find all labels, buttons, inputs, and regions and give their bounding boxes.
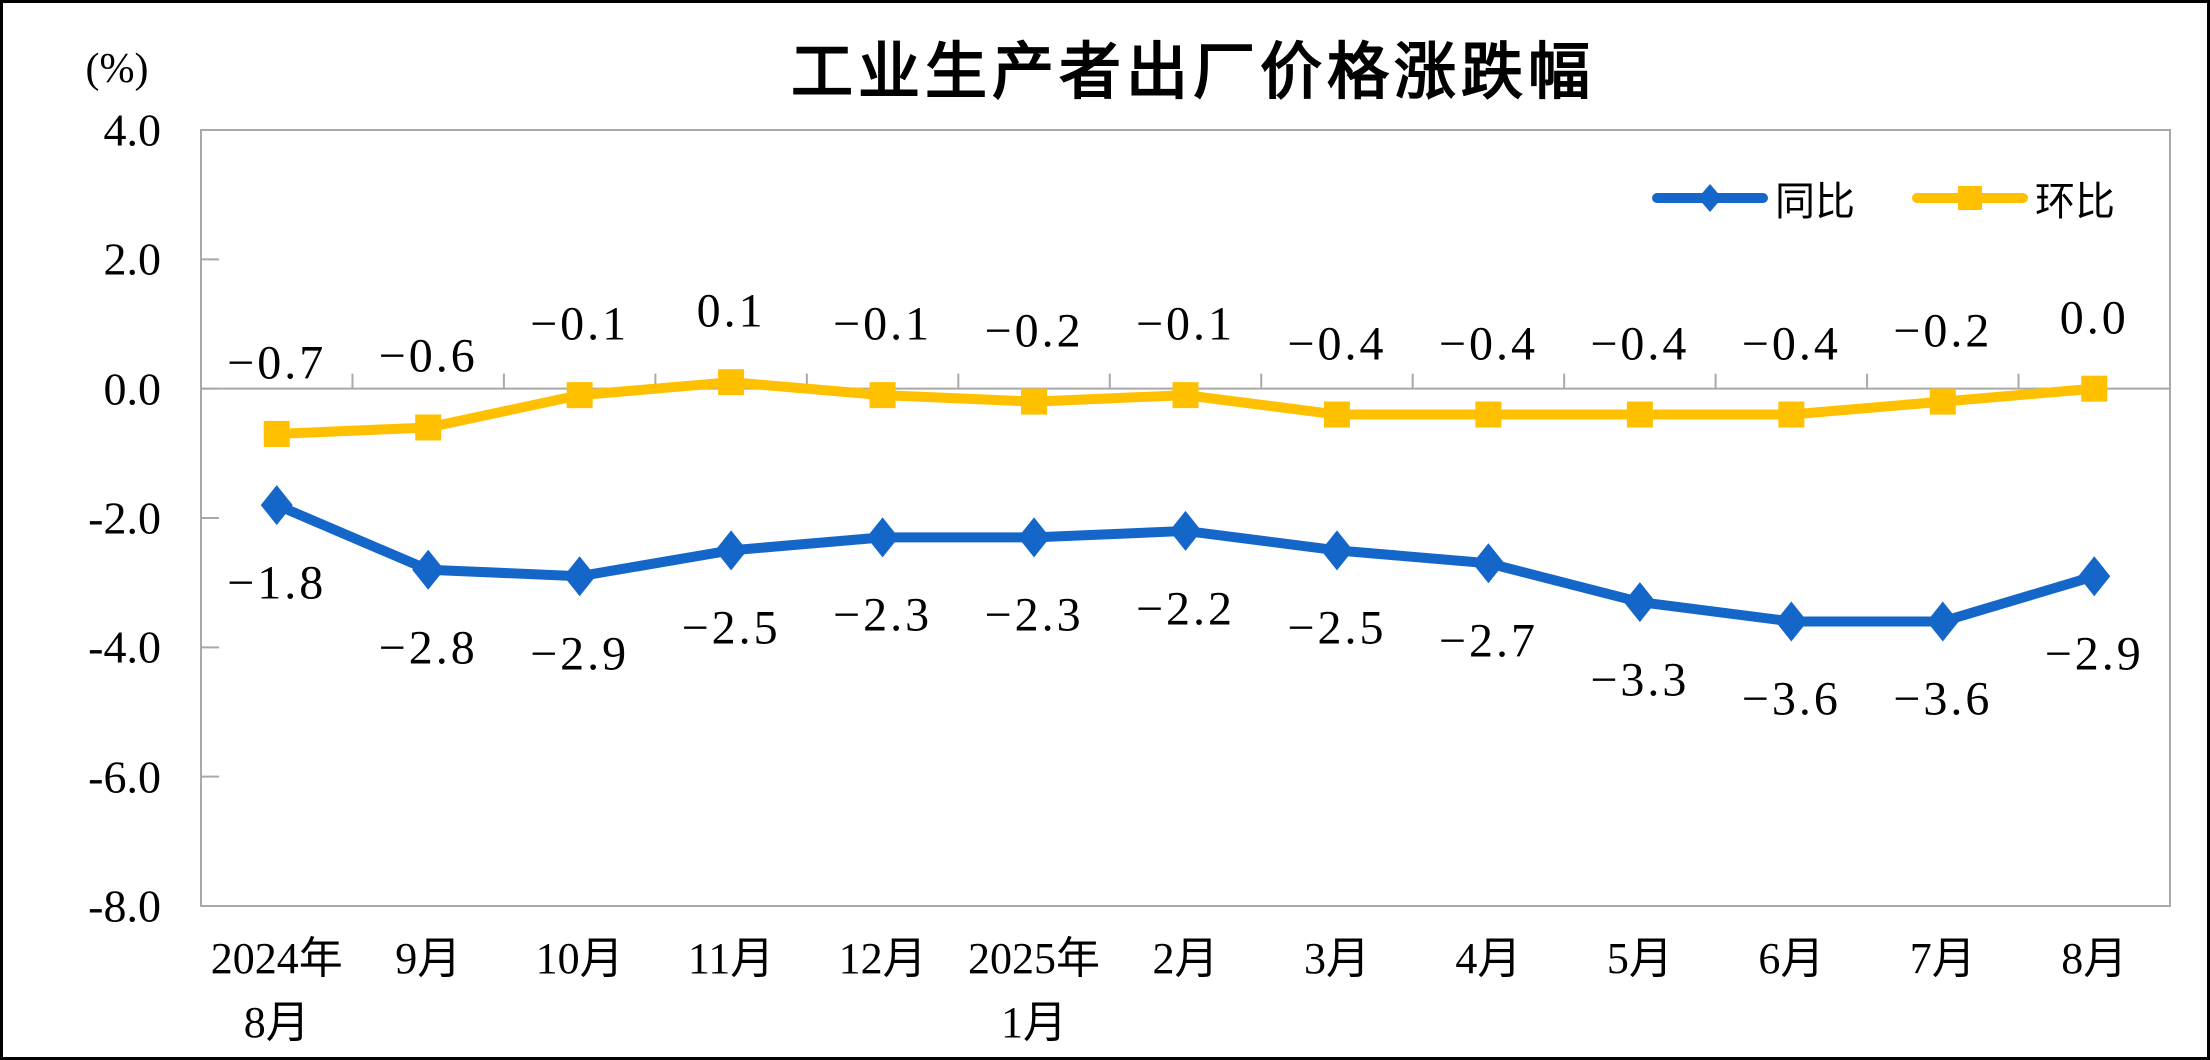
data-label-同比: −2.5 (1287, 601, 1387, 655)
marker-diamond (563, 556, 596, 597)
data-label-环比: −0.1 (530, 297, 630, 351)
x-tick-label: 5月 (1606, 934, 1673, 983)
x-tick-label: 9月 (395, 934, 462, 983)
data-label-同比: −2.3 (833, 588, 933, 642)
legend-label-huanbi: 环比 (2035, 179, 2115, 224)
x-tick-label: 11月 (687, 934, 775, 983)
x-tick-label: 3月 (1303, 934, 1370, 983)
data-label-同比: −2.3 (984, 588, 1084, 642)
marker-diamond (1926, 601, 1959, 642)
x-tick-label: 2024年 (210, 934, 343, 983)
plot-area (200, 129, 2171, 907)
marker-diamond (715, 530, 748, 571)
marker-square (1323, 401, 1350, 428)
marker-diamond (1775, 601, 1808, 642)
data-label-同比: −2.9 (530, 627, 630, 681)
y-tick-label: -2.0 (88, 492, 161, 544)
marker-diamond (1169, 510, 1202, 551)
marker-square (869, 382, 896, 409)
marker-diamond (260, 485, 293, 526)
legend-item-huanbi: 环比 (1911, 169, 2115, 227)
data-label-同比: −1.8 (227, 556, 327, 610)
data-label-环比: −0.2 (1893, 304, 1993, 358)
marker-diamond (2078, 556, 2111, 597)
marker-diamond (412, 549, 445, 590)
x-tick-label: 7月 (1909, 934, 1976, 983)
legend: 同比 环比 (1651, 169, 2115, 227)
x-tick-label: 2025年 (968, 934, 1101, 983)
y-tick-label: 2.0 (103, 233, 162, 285)
marker-diamond (1320, 530, 1353, 571)
x-tick-label: 10月 (535, 934, 624, 983)
y-axis-unit-label: (%) (85, 46, 149, 92)
data-label-环比: −0.4 (1741, 317, 1841, 371)
data-label-同比: −2.7 (1438, 614, 1538, 668)
y-tick-label: -8.0 (88, 880, 161, 932)
marker-diamond (1623, 582, 1656, 623)
marker-square (718, 369, 745, 396)
marker-square (566, 382, 593, 409)
data-label-环比: −0.7 (227, 336, 327, 390)
marker-diamond (1018, 517, 1051, 558)
x-tick-label: 4月 (1455, 934, 1522, 983)
marker-square (1172, 382, 1199, 409)
x-tick-label: 12月 (838, 934, 927, 983)
marker-square (263, 420, 290, 447)
marker-square (415, 414, 442, 441)
data-label-环比: −0.4 (1287, 317, 1387, 371)
legend-label-tongbi: 同比 (1775, 179, 1855, 224)
data-label-同比: −3.3 (1590, 653, 1690, 707)
data-label-同比: −3.6 (1893, 672, 1993, 726)
y-tick-label: 0.0 (103, 363, 162, 415)
marker-square (2081, 375, 2108, 402)
x-tick-label: 6月 (1758, 934, 1825, 983)
x-tick-label: 8月 (2061, 934, 2128, 983)
marker-square (1475, 401, 1502, 428)
x-tick-label: 2月 (1152, 934, 1219, 983)
data-label-环比: −0.6 (378, 329, 478, 383)
marker-square (1021, 388, 1048, 415)
x-tick-label-line2: 8月 (243, 998, 310, 1047)
marker-square (1929, 388, 1956, 415)
marker-diamond (1472, 543, 1505, 584)
data-label-环比: −0.1 (833, 297, 933, 351)
y-tick-label: 4.0 (103, 104, 162, 156)
data-label-环比: −0.4 (1590, 317, 1690, 371)
data-label-同比: −2.8 (378, 621, 478, 675)
data-label-环比: −0.4 (1438, 317, 1538, 371)
data-label-环比: 0.1 (696, 284, 766, 338)
chart-title: 工业生产者出厂价格涨跌幅 (790, 38, 1596, 107)
data-label-环比: −0.2 (984, 304, 1084, 358)
marker-diamond (866, 517, 899, 558)
y-tick-label: -4.0 (88, 621, 161, 673)
marker-square (1626, 401, 1653, 428)
legend-line-sample-tongbi (1651, 172, 1769, 224)
legend-line-sample-huanbi (1911, 172, 2029, 224)
data-label-同比: −2.9 (2044, 627, 2144, 681)
data-label-环比: 0.0 (2059, 291, 2129, 345)
data-label-同比: −2.5 (681, 601, 781, 655)
legend-item-tongbi: 同比 (1651, 169, 1855, 227)
data-label-环比: −0.1 (1135, 297, 1236, 351)
data-label-同比: −2.2 (1135, 582, 1236, 636)
x-tick-label-line2: 1月 (1001, 998, 1068, 1047)
data-label-同比: −3.6 (1741, 672, 1841, 726)
y-tick-label: -6.0 (88, 751, 161, 803)
marker-square (1778, 401, 1805, 428)
